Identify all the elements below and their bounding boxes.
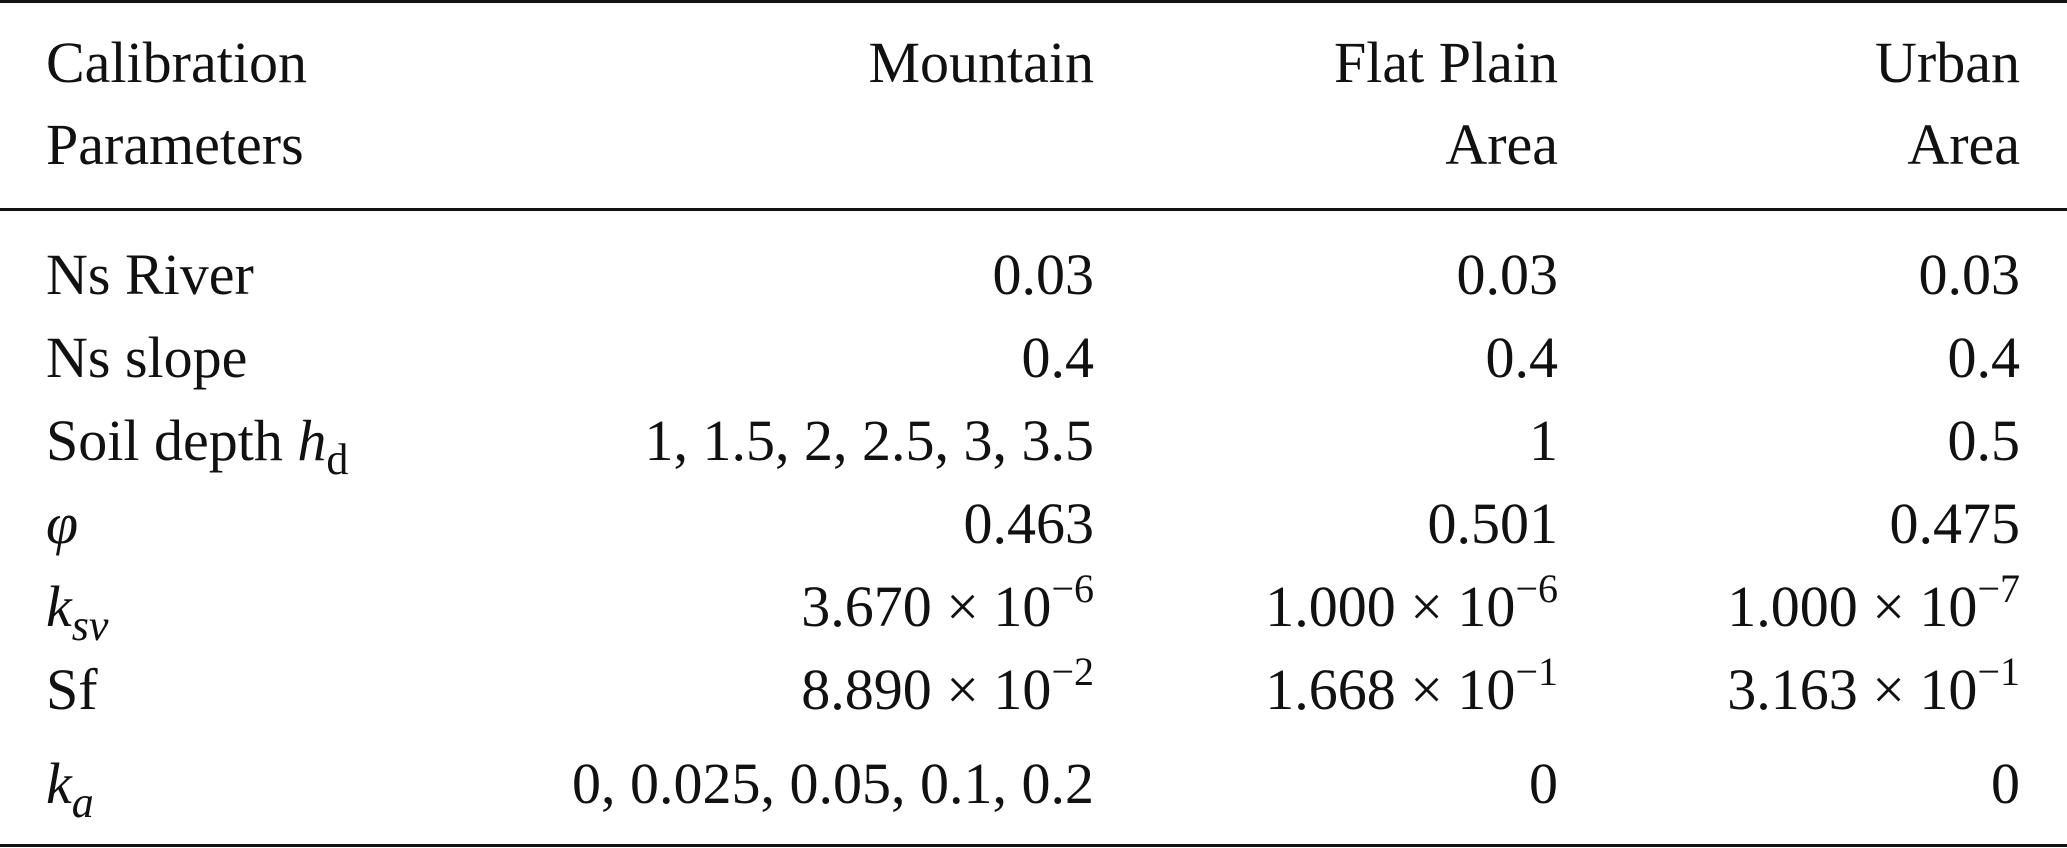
row-sf-urban-exponent: −1 (1977, 649, 2020, 694)
row-ka-symbol: k (46, 751, 72, 816)
row-soil-depth-symbol: h (297, 408, 327, 473)
table-bottom-rule (0, 844, 2067, 847)
row-ka-mountain: 0, 0.025, 0.05, 0.1, 0.2 (572, 751, 1094, 816)
row-ksv-subscript: sv (71, 601, 109, 650)
row-soil-depth-subscript: d (326, 435, 349, 484)
row-soil-depth-flat: 1 (1529, 408, 1558, 473)
row-ksv-flat-mantissa: 1.000 × 10 (1265, 574, 1516, 639)
row-ka-subscript: a (71, 778, 94, 827)
row-phi-urban: 0.475 (1889, 491, 2021, 556)
header-mountain: Mountain (868, 30, 1094, 95)
row-ns-slope-mountain: 0.4 (1021, 325, 1095, 390)
row-sf-flat-exponent: −1 (1515, 649, 1558, 694)
row-ksv-mountain: 3.670 × 10−6 (801, 569, 1094, 636)
row-ka-flat: 0 (1529, 751, 1558, 816)
row-soil-depth-label-text: Soil depth (46, 408, 298, 473)
row-ksv-symbol: k (46, 574, 72, 639)
row-ns-slope-label: Ns slope (46, 325, 248, 390)
row-soil-depth-mountain: 1, 1.5, 2, 2.5, 3, 3.5 (644, 408, 1095, 473)
header-parameters-line1: Calibration (46, 30, 307, 95)
row-ns-river-label: Ns River (46, 242, 254, 307)
row-phi-flat: 0.501 (1427, 491, 1559, 556)
row-ksv-urban: 1.000 × 10−7 (1727, 569, 2020, 636)
row-ksv-label: ksv (46, 578, 108, 648)
row-sf-mountain-mantissa: 8.890 × 10 (801, 657, 1052, 722)
row-ksv-flat-exponent: −6 (1515, 566, 1558, 611)
row-ka-label: ka (46, 755, 94, 825)
row-ns-river-mountain: 0.03 (992, 242, 1095, 307)
row-ns-river-flat: 0.03 (1456, 242, 1559, 307)
row-ns-slope-flat: 0.4 (1485, 325, 1559, 390)
row-ksv-flat: 1.000 × 10−6 (1265, 569, 1558, 636)
row-ksv-urban-mantissa: 1.000 × 10 (1727, 574, 1978, 639)
row-ka-urban: 0 (1991, 751, 2020, 816)
row-ns-river-urban: 0.03 (1918, 242, 2021, 307)
row-sf-label: Sf (46, 657, 98, 722)
row-sf-flat-mantissa: 1.668 × 10 (1265, 657, 1516, 722)
row-soil-depth-urban: 0.5 (1947, 408, 2021, 473)
row-soil-depth-label: Soil depth hd (46, 412, 348, 482)
row-ksv-mountain-exponent: −6 (1051, 566, 1094, 611)
row-sf-urban: 3.163 × 10−1 (1727, 652, 2020, 719)
row-ksv-mountain-mantissa: 3.670 × 10 (801, 574, 1052, 639)
row-sf-mountain: 8.890 × 10−2 (801, 652, 1094, 719)
header-urban-line2: Area (1907, 112, 2020, 177)
row-sf-flat: 1.668 × 10−1 (1265, 652, 1558, 719)
header-flat-plain-line1: Flat Plain (1334, 30, 1558, 95)
row-ksv-urban-exponent: −7 (1977, 566, 2020, 611)
row-sf-urban-mantissa: 3.163 × 10 (1727, 657, 1978, 722)
table-top-rule (0, 0, 2067, 3)
header-urban-line1: Urban (1875, 30, 2020, 95)
header-flat-plain-line2: Area (1445, 112, 1558, 177)
header-parameters-line2: Parameters (46, 112, 304, 177)
row-phi-label: φ (46, 491, 79, 556)
row-phi-mountain: 0.463 (963, 491, 1095, 556)
table-header-rule (0, 208, 2067, 211)
row-ns-slope-urban: 0.4 (1947, 325, 2021, 390)
row-sf-mountain-exponent: −2 (1051, 649, 1094, 694)
